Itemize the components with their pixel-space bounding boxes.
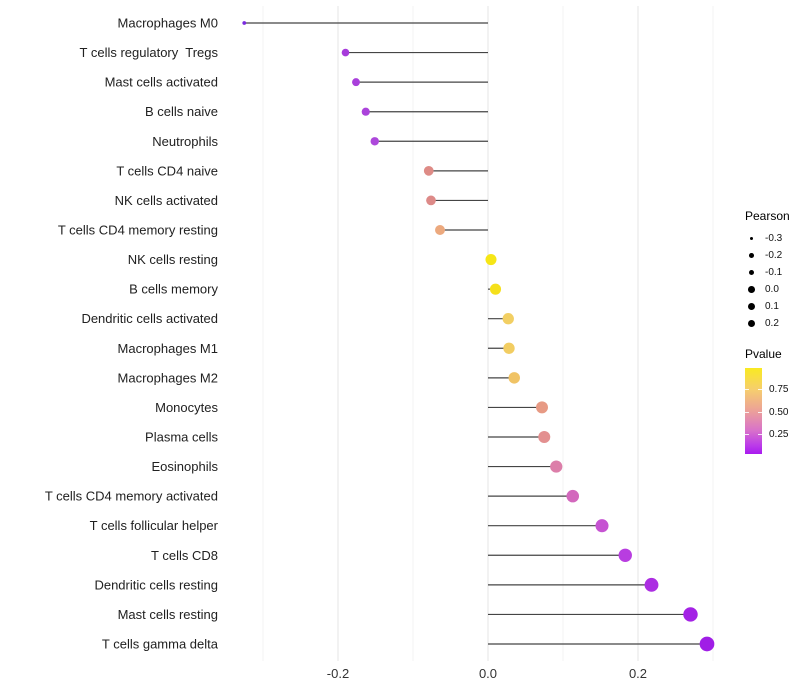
legend-size-dot-icon	[749, 253, 754, 258]
legend-size-dot-cell	[745, 269, 758, 276]
y-axis-label: T cells follicular helper	[90, 518, 219, 533]
legend-size-entry-label: -0.1	[765, 267, 783, 278]
x-axis-tick-label: 0.0	[479, 666, 497, 681]
y-axis-label: B cells memory	[129, 282, 218, 297]
y-axis-label: Mast cells resting	[118, 607, 218, 622]
legend-size-entry: 0.0	[745, 281, 790, 298]
legend-pvalue: Pvalue 0.75 0.50 0.25	[745, 347, 800, 458]
y-axis-label: Dendritic cells resting	[94, 577, 218, 592]
legend-pvalue-tick-mark	[758, 411, 762, 413]
data-point	[423, 165, 434, 176]
legend-size-entry: -0.3	[745, 230, 790, 247]
legend-size-entry-label: 0.2	[765, 318, 779, 329]
legend-pvalue-tick-label: 0.50	[769, 406, 789, 418]
y-axis-label: Macrophages M2	[118, 370, 218, 385]
legend-size-entry-label: -0.3	[765, 233, 783, 244]
legend-pvalue-tick-mark	[745, 389, 749, 390]
data-point	[683, 607, 698, 622]
y-axis-label: B cells naive	[145, 104, 218, 119]
legend-size-entry: 0.2	[745, 315, 790, 332]
data-point	[426, 195, 436, 206]
legend-pvalue-tick-mark	[758, 389, 762, 390]
data-point	[370, 137, 379, 146]
legend-pvalue-title: Pvalue	[745, 347, 782, 361]
legend-size-entry: 0.1	[745, 298, 790, 315]
legend-size-dot-cell	[745, 286, 758, 293]
legend-size-dot-icon	[749, 236, 754, 241]
y-axis-label: NK cells activated	[115, 193, 218, 208]
legend-size-dot-cell	[745, 236, 758, 241]
legend-size-entry-label: -0.2	[765, 250, 783, 261]
data-point	[489, 283, 502, 295]
y-axis-label: Monocytes	[155, 400, 218, 415]
x-axis-tick-label: 0.2	[629, 666, 647, 681]
legend-pvalue-tick-mark	[758, 434, 762, 435]
legend-pvalue-bar-wrap: 0.75 0.50 0.25	[745, 368, 800, 458]
x-axis-tick-label: -0.2	[327, 666, 349, 681]
legend-size-dot-cell	[745, 319, 758, 328]
legend-pvalue-tick-mark	[745, 411, 749, 413]
legend-size-dot-cell	[745, 302, 758, 311]
legend-size-entry: -0.1	[745, 264, 790, 281]
y-axis-label: Macrophages M0	[118, 16, 218, 31]
y-axis-label: T cells CD8	[151, 548, 218, 563]
y-axis-label: Eosinophils	[152, 459, 219, 474]
data-point	[536, 401, 548, 414]
data-point	[618, 548, 632, 562]
pvalue-gradient-bar	[745, 368, 762, 454]
data-point	[508, 372, 520, 384]
legend-size-dot-icon	[748, 269, 755, 276]
legend-size-dot-cell	[745, 253, 758, 258]
y-axis-label: T cells CD4 memory activated	[45, 489, 218, 504]
legend-pearson: Pearson -0.3 -0.2 -0.1 0.0 0.1 0.2	[745, 209, 790, 332]
legend-size-entry: -0.2	[745, 247, 790, 264]
data-point	[566, 489, 580, 503]
y-axis-label: Neutrophils	[152, 134, 218, 149]
legend-pvalue-tick-label: 0.75	[769, 384, 789, 395]
legend-pearson-entries: -0.3 -0.2 -0.1 0.0 0.1 0.2	[745, 230, 790, 332]
data-point	[595, 519, 609, 533]
y-axis-label: T cells CD4 memory resting	[58, 222, 218, 237]
data-point	[341, 48, 350, 57]
legend-pvalue-tick-mark	[745, 434, 749, 435]
legend-size-dot-icon	[747, 319, 756, 328]
data-point	[242, 21, 247, 25]
legend-size-entry-label: 0.1	[765, 301, 779, 312]
data-point	[503, 342, 515, 354]
y-axis-label: Plasma cells	[145, 429, 218, 444]
data-point	[502, 313, 514, 325]
data-point	[352, 78, 360, 87]
y-axis-label: Macrophages M1	[118, 341, 218, 356]
legend-pearson-title: Pearson	[745, 209, 790, 223]
y-axis-label: NK cells resting	[128, 252, 218, 267]
legend-size-dot-icon	[748, 286, 755, 293]
data-point	[550, 460, 563, 473]
legend-size-dot-icon	[747, 302, 756, 311]
data-point	[699, 636, 715, 652]
legend-pvalue-tick-label: 0.25	[769, 429, 789, 440]
y-axis-label: Dendritic cells activated	[81, 311, 218, 326]
data-point	[538, 430, 551, 444]
data-point	[361, 107, 370, 116]
data-point	[485, 254, 497, 266]
data-point	[644, 577, 659, 592]
data-point	[435, 225, 445, 235]
y-axis-label: T cells regulatory Tregs	[80, 45, 219, 60]
legend-size-entry-label: 0.0	[765, 284, 779, 295]
y-axis-label: T cells gamma delta	[102, 636, 219, 651]
y-axis-label: T cells CD4 naive	[116, 163, 218, 178]
y-axis-label: Mast cells activated	[105, 75, 218, 90]
